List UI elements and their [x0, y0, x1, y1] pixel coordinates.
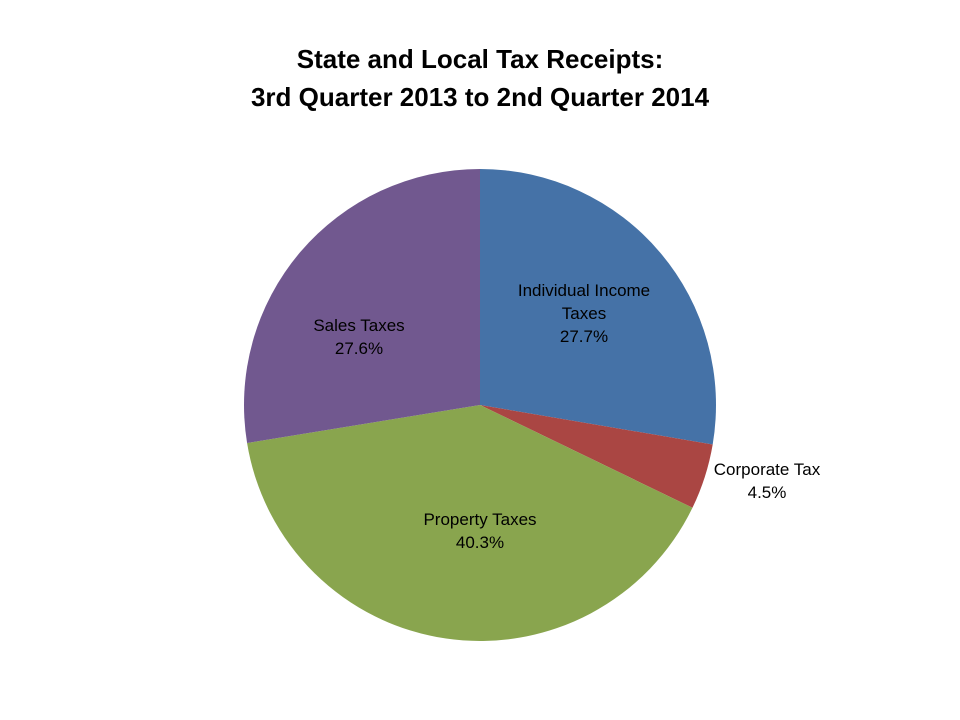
chart-title-line-2: 3rd Quarter 2013 to 2nd Quarter 2014 [250, 82, 710, 112]
slice-label-individual-income-taxes-value: 27.7% [560, 327, 608, 346]
slice-label-corporate-tax-name-0: Corporate Tax [714, 460, 821, 479]
slice-label-property-taxes-name-0: Property Taxes [423, 510, 536, 529]
slice-label-sales-taxes-value: 27.6% [335, 339, 383, 358]
pie-slice-individual-income-taxes [480, 169, 716, 445]
chart-title-line-1: State and Local Tax Receipts: [296, 44, 664, 74]
pie-slice-property-taxes [247, 405, 693, 641]
slice-label-property-taxes-value: 40.3% [456, 533, 504, 552]
slice-label-corporate-tax-value: 4.5% [748, 483, 787, 502]
slice-label-individual-income-taxes-name-1: Taxes [562, 304, 606, 323]
pie-slices [244, 169, 716, 641]
pie-slice-corporate-tax [480, 405, 713, 508]
pie-slice-sales-taxes [244, 169, 480, 443]
slice-label-individual-income-taxes-name-0: Individual Income [518, 281, 650, 300]
slice-label-sales-taxes-name-0: Sales Taxes [313, 316, 404, 335]
pie-labels: Individual Income Taxes 27.7% Corporate Tax… [313, 281, 820, 552]
chart-title: State and Local Tax Receipts: 3rd Quarte… [0, 40, 960, 116]
